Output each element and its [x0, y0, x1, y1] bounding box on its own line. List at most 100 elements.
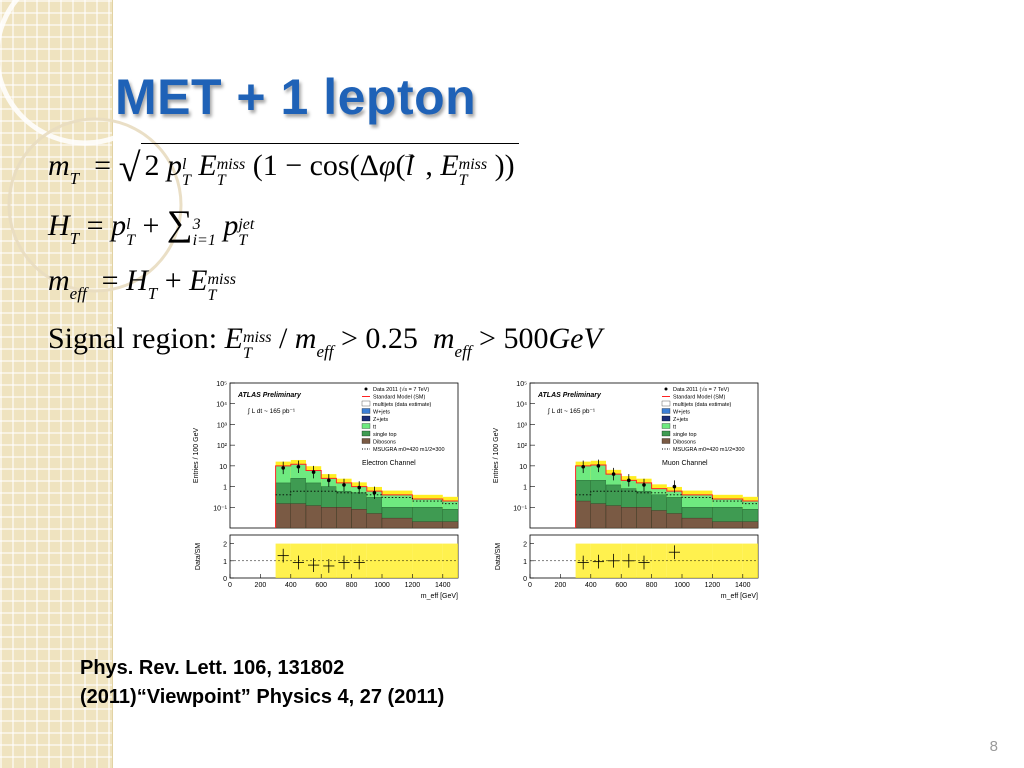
- atlas-label: ATLAS Preliminary: [237, 392, 302, 399]
- data-point: [311, 470, 316, 474]
- x-axis-label: m_eff [GeV]: [721, 593, 758, 600]
- x-tick-label: 1400: [735, 582, 751, 589]
- ratio-tick-label: 1: [223, 559, 227, 566]
- legend-marker: [361, 400, 371, 407]
- ratio-tick-label: 2: [523, 542, 527, 549]
- luminosity-label: ∫ L dt ~ 165 pb⁻¹: [547, 408, 596, 415]
- legend-marker: [361, 438, 371, 444]
- diboson-bar: [290, 503, 307, 529]
- data-point: [611, 472, 616, 476]
- msugra-line: [275, 490, 458, 505]
- y-tick-label: 10⁴: [216, 402, 227, 409]
- diboson-bar: [742, 521, 759, 529]
- data-point: [672, 484, 677, 489]
- data-point: [296, 465, 301, 469]
- y-tick-label: 10³: [217, 422, 228, 429]
- diboson-bar: [305, 505, 322, 529]
- data-point: [281, 466, 285, 470]
- legend-label: Standard Model (SM): [673, 395, 725, 401]
- x-tick-label: 1000: [674, 582, 690, 589]
- y-axis-label: Entries / 100 GeV: [193, 428, 200, 484]
- y-tick-label: 10²: [517, 443, 528, 450]
- y-tick-label: 10⁵: [516, 381, 527, 388]
- x-tick-label: 600: [315, 582, 327, 589]
- ratio-tick-label: 1: [523, 559, 527, 566]
- diboson-bar: [351, 509, 368, 529]
- x-tick-label: 1200: [405, 582, 421, 589]
- y-tick-label: 10⁻¹: [513, 505, 527, 512]
- x-tick-label: 0: [528, 582, 532, 589]
- legend-label: MSUGRA m0=420 m1/2=300: [673, 447, 745, 453]
- legend-marker: [661, 400, 671, 407]
- msugra-line: [575, 490, 758, 505]
- y-tick-label: 10⁴: [516, 402, 527, 409]
- y-tick-label: 10⁻¹: [213, 505, 227, 512]
- diboson-bar: [275, 503, 291, 529]
- x-tick-label: 1000: [374, 582, 390, 589]
- cut2-unit: GeV: [548, 322, 602, 355]
- y-tick-label: 10³: [517, 422, 528, 429]
- legend-marker: [661, 415, 671, 422]
- citation: Phys. Rev. Lett. 106, 131802 (2011)“View…: [80, 654, 444, 712]
- legend-label: Dibosons: [673, 440, 696, 446]
- sm-total-line: [575, 464, 758, 528]
- legend-label: Standard Model (SM): [373, 395, 425, 401]
- legend-marker: [361, 408, 371, 414]
- diboson-bar: [336, 507, 352, 529]
- diboson-bar: [666, 513, 683, 529]
- x-tick-label: 0: [228, 582, 232, 589]
- diboson-bar: [575, 500, 591, 529]
- data-point: [372, 491, 377, 495]
- x-tick-label: 600: [615, 582, 627, 589]
- ratio-axis-label: Data/SM: [195, 543, 202, 570]
- legend-label: tt: [373, 425, 377, 431]
- x-tick-label: 400: [285, 582, 297, 589]
- luminosity-label: ∫ L dt ~ 165 pb⁻¹: [247, 408, 296, 415]
- slide-title: MET + 1 lepton: [115, 69, 477, 125]
- y-axis-label: Entries / 100 GeV: [493, 428, 500, 484]
- legend-label: Z+jets: [373, 417, 388, 423]
- y-tick-label: 10²: [217, 443, 228, 450]
- electron-channel-plot: 10⁻¹ 1 10 10² 10³ 10⁴ 10⁵ Entries / 100 GeV ATLA…: [188, 378, 464, 610]
- legend-marker: [661, 438, 671, 444]
- ratio-tick-label: 0: [523, 576, 527, 583]
- data-point: [642, 483, 646, 487]
- legend-label: MSUGRA m0=420 m1/2=300: [373, 447, 445, 453]
- x-tick-label: 200: [255, 582, 267, 589]
- y-tick-label: 10⁵: [216, 381, 227, 388]
- legend-label: Data 2011 (√s = 7 TeV): [673, 386, 729, 393]
- legend-label: Data 2011 (√s = 7 TeV): [373, 386, 429, 393]
- legend-marker: [361, 430, 371, 437]
- legend-marker: [361, 415, 371, 422]
- legend-marker: [661, 423, 671, 429]
- legend-label: multijets (data estimate): [373, 402, 432, 408]
- y-tick-label: 10: [519, 464, 527, 471]
- diboson-bar: [590, 503, 607, 529]
- ratio-axis-label: Data/SM: [495, 543, 502, 570]
- diboson-bar: [442, 521, 459, 529]
- cut2-text: > 500: [479, 322, 549, 355]
- data-point: [581, 465, 585, 469]
- x-tick-label: 1400: [435, 582, 451, 589]
- page-number: 8: [989, 738, 998, 755]
- ratio-tick-label: 0: [223, 576, 227, 583]
- x-tick-label: 200: [555, 582, 567, 589]
- diboson-bar: [366, 513, 383, 529]
- diboson-bar: [681, 517, 713, 529]
- x-tick-label: 400: [585, 582, 597, 589]
- diboson-bar: [651, 510, 668, 529]
- legend-label: W+jets: [373, 410, 390, 416]
- legend-marker: [364, 387, 368, 391]
- channel-label: Muon Channel: [662, 460, 708, 467]
- legend-marker: [664, 387, 668, 391]
- diboson-bar: [605, 505, 622, 529]
- x-axis-label: m_eff [GeV]: [421, 593, 458, 600]
- y-tick-label: 1: [523, 485, 527, 492]
- diboson-bar: [712, 521, 743, 529]
- cut1-text: > 0.25: [340, 322, 418, 355]
- legend-marker: [661, 408, 671, 414]
